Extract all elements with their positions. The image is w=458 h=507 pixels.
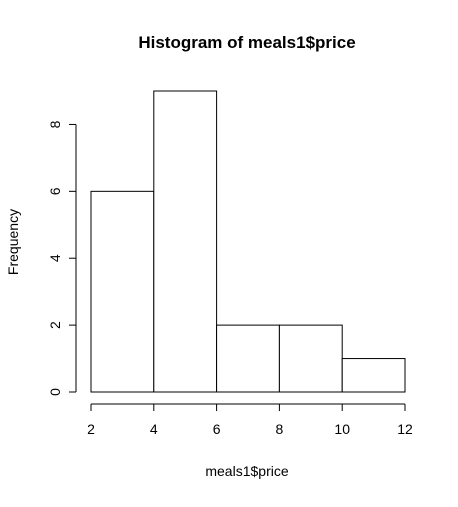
x-tick-label: 10 [334,421,350,437]
histogram-bar-10-12 [341,358,406,393]
y-tick-label: 0 [47,388,63,396]
y-tick-label: 2 [47,321,63,329]
x-axis-label: meals1$price [205,463,288,479]
histogram-bar-6-8 [216,324,280,393]
y-tick-label: 6 [47,187,63,195]
y-tick-label: 4 [47,254,63,262]
histogram-bar-4-6 [153,90,218,393]
y-axis: 0 2 4 6 8 [47,120,77,396]
x-tick-label: 12 [397,421,413,437]
chart-title: Histogram of meals1$price [138,33,355,52]
bars-layer [90,90,406,393]
histogram-bar-2-4 [90,190,155,393]
x-tick-label: 4 [150,421,158,437]
x-tick-label: 8 [276,421,284,437]
histogram-bar-8-10 [278,324,343,393]
y-axis-label: Frequency [5,209,21,275]
x-tick-label: 6 [213,421,221,437]
y-tick-label: 8 [47,120,63,128]
x-axis: 2 4 6 8 10 12 [87,403,413,437]
x-tick-label: 2 [87,421,95,437]
